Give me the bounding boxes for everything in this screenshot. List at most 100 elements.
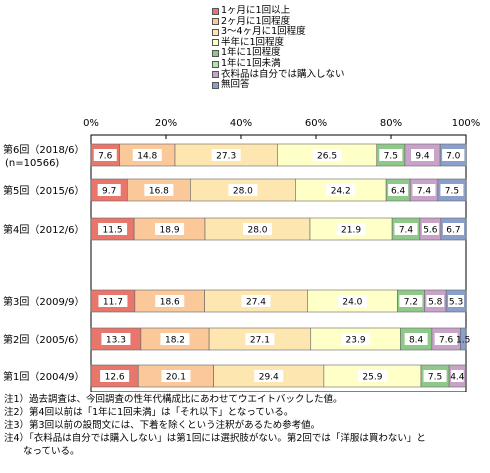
data-label: 8.4 bbox=[409, 336, 424, 346]
data-label-bg bbox=[326, 184, 356, 196]
data-label: 11.5 bbox=[103, 226, 123, 236]
category-label: 第4回（2012/6） bbox=[3, 223, 85, 236]
data-label-bg bbox=[421, 223, 439, 235]
data-label: 7.5 bbox=[445, 187, 459, 197]
data-label: 7.6 bbox=[98, 152, 113, 162]
legend-swatch bbox=[212, 28, 219, 36]
legend-swatch bbox=[212, 71, 219, 79]
data-label: 4.4 bbox=[450, 373, 465, 383]
data-label-bg bbox=[379, 149, 403, 161]
data-label-bg bbox=[101, 333, 131, 345]
data-label: 12.6 bbox=[105, 373, 125, 383]
data-label-bg bbox=[98, 295, 128, 307]
data-label-bg bbox=[160, 333, 190, 345]
note-4: 注4）「衣料品は自分では購入しない」は第1回には選択肢がない。第2回では「洋服は… bbox=[4, 433, 426, 457]
data-label-bg bbox=[97, 184, 121, 196]
data-label: 24.2 bbox=[331, 187, 351, 197]
data-label-bg bbox=[155, 295, 185, 307]
data-label-bg bbox=[98, 223, 128, 235]
legend-swatch bbox=[212, 7, 219, 15]
data-label-bg bbox=[388, 184, 409, 196]
data-label: 27.4 bbox=[246, 298, 266, 308]
data-label: 27.3 bbox=[216, 152, 236, 162]
data-label: 11.7 bbox=[103, 298, 123, 308]
data-label-bg bbox=[211, 149, 241, 161]
data-label: 9.4 bbox=[415, 152, 430, 162]
x-tick-label: 0% bbox=[83, 118, 99, 129]
data-label-bg bbox=[442, 223, 464, 235]
data-label: 1.5 bbox=[456, 336, 470, 346]
category-label: 第2回（2005/6） bbox=[3, 333, 85, 346]
data-label: 18.9 bbox=[160, 226, 180, 236]
data-label: 28.0 bbox=[247, 226, 267, 236]
data-label: 25.9 bbox=[362, 373, 382, 383]
x-tick-label: 20% bbox=[155, 118, 177, 129]
stacked-bar-chart: 0% 20% 40% 60% 80% 100% 第6回（2018/6） (n=10566) 第5… bbox=[3, 118, 481, 392]
legend-swatch bbox=[212, 18, 219, 26]
data-label-bg bbox=[161, 370, 191, 382]
data-label-bg bbox=[337, 295, 367, 307]
data-label-bg bbox=[336, 223, 366, 235]
legend-label: 無回答 bbox=[221, 79, 250, 91]
category-sublabel: (n=10566) bbox=[5, 158, 59, 169]
legend-swatch bbox=[212, 49, 219, 57]
data-label-bg bbox=[341, 333, 371, 345]
legend-swatch bbox=[212, 39, 219, 47]
data-label: 7.4 bbox=[399, 226, 414, 236]
data-label: 29.4 bbox=[259, 373, 279, 383]
data-label-bg bbox=[228, 184, 258, 196]
legend-label: 1ヶ月に1回以上 bbox=[221, 5, 291, 16]
data-label: 23.9 bbox=[346, 336, 366, 346]
legend-item: 1ヶ月に1回以上 bbox=[212, 6, 290, 16]
data-label-bg bbox=[440, 184, 464, 196]
bar-segment bbox=[460, 327, 467, 351]
note-2: 注2）第4回以前は「1年に1回未満」は「それ以下」となっている。 bbox=[4, 407, 294, 418]
chart-notes: 注1）過去調査は、今回調査の性年代構成比にあわせてウエイトバックした値。 注2）… bbox=[4, 393, 486, 458]
data-label: 9.7 bbox=[102, 187, 116, 197]
data-label-bg bbox=[399, 295, 423, 307]
data-label: 18.2 bbox=[165, 336, 185, 346]
data-label: 7.2 bbox=[404, 298, 418, 308]
x-tick-label: 80% bbox=[380, 118, 402, 129]
data-label: 13.3 bbox=[106, 336, 126, 346]
note-3: 注3）第3回以前の設問文には、下着を除くという注釈があるため参考値。 bbox=[4, 420, 321, 431]
data-label: 5.8 bbox=[428, 298, 443, 308]
plot-frame bbox=[90, 134, 467, 392]
legend-item: 半年に1回程度 bbox=[212, 37, 284, 48]
x-tick-label: 100% bbox=[452, 118, 481, 129]
data-label-bg bbox=[357, 370, 387, 382]
data-label-bg bbox=[100, 370, 130, 382]
legend-swatch bbox=[212, 60, 219, 68]
data-label: 18.6 bbox=[160, 298, 180, 308]
category-label: 第3回（2009/9） bbox=[3, 295, 85, 308]
data-label-bg bbox=[423, 370, 447, 382]
legend-label: 衣料品は自分では購入しない bbox=[221, 68, 345, 80]
data-label-bg bbox=[442, 149, 465, 161]
legend-item: 衣料品は自分では購入しない bbox=[212, 68, 345, 80]
data-label-bg bbox=[312, 149, 342, 161]
x-tick-label: 40% bbox=[230, 118, 252, 129]
legend-label: 3～4ヶ月に1回程度 bbox=[221, 26, 306, 38]
data-label: 5.6 bbox=[423, 226, 438, 236]
data-label-bg bbox=[93, 149, 117, 161]
data-label: 6.4 bbox=[391, 187, 406, 197]
data-label: 7.5 bbox=[428, 373, 442, 383]
legend-item: 3～4ヶ月に1回程度 bbox=[212, 27, 306, 37]
data-label-bg bbox=[144, 184, 174, 196]
data-label-bg bbox=[448, 295, 464, 307]
data-label-bg bbox=[245, 333, 275, 345]
data-label-bg bbox=[412, 184, 436, 196]
data-label: 7.6 bbox=[439, 336, 454, 346]
data-label: 7.5 bbox=[384, 152, 398, 162]
category-label: 第5回（2015/6） bbox=[3, 184, 85, 197]
data-label: 24.0 bbox=[342, 298, 362, 308]
note-1: 注1）過去調査は、今回調査の性年代構成比にあわせてウエイトバックした値。 bbox=[4, 394, 343, 405]
data-label-bg bbox=[411, 149, 434, 161]
data-label-bg bbox=[254, 370, 284, 382]
data-label-bg bbox=[434, 333, 458, 345]
data-label: 14.8 bbox=[137, 152, 157, 162]
legend-swatch bbox=[212, 81, 219, 89]
data-label: 21.9 bbox=[341, 226, 361, 236]
legend-item: 1年に1回程度 bbox=[212, 48, 281, 58]
category-label: 第1回（2004/9） bbox=[3, 370, 85, 383]
